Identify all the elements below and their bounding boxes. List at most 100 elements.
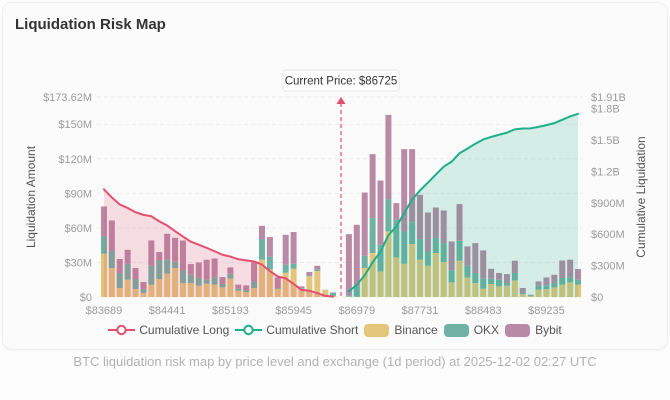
bar-segment-okx[interactable]: [424, 251, 431, 266]
bar-segment-bybit[interactable]: [227, 267, 234, 274]
bar-segment-binance[interactable]: [243, 292, 250, 297]
bar-segment-okx[interactable]: [116, 273, 123, 289]
bar-segment-bybit[interactable]: [543, 277, 550, 286]
bar-segment-bybit[interactable]: [251, 262, 258, 282]
bar-segment-bybit[interactable]: [527, 294, 534, 296]
bar-segment-binance[interactable]: [195, 285, 202, 297]
bar-segment-binance[interactable]: [179, 283, 186, 297]
bar-segment-bybit[interactable]: [243, 285, 250, 291]
bar-segment-okx[interactable]: [567, 277, 574, 283]
bar-segment-okx[interactable]: [330, 292, 337, 296]
bar-segment-okx[interactable]: [140, 289, 147, 293]
bar-segment-bybit[interactable]: [472, 243, 479, 274]
bar-segment-okx[interactable]: [235, 288, 242, 291]
bar-segment-okx[interactable]: [227, 273, 234, 279]
bar-segment-binance[interactable]: [369, 252, 376, 297]
bar-segment-binance[interactable]: [527, 296, 534, 297]
bar-segment-bybit[interactable]: [464, 246, 471, 266]
bar-segment-bybit[interactable]: [519, 288, 526, 293]
bar-segment-okx[interactable]: [432, 238, 439, 253]
bar-segment-bybit[interactable]: [164, 233, 171, 260]
bar-segment-okx[interactable]: [164, 259, 171, 274]
bar-segment-binance[interactable]: [551, 287, 558, 297]
bar-segment-binance[interactable]: [108, 267, 115, 297]
bar-segment-binance[interactable]: [417, 259, 424, 297]
bar-segment-okx[interactable]: [503, 283, 510, 286]
cumulative-long-line[interactable]: [102, 188, 335, 298]
bar-segment-okx[interactable]: [274, 288, 281, 289]
bar-segment-binance[interactable]: [251, 288, 258, 297]
bar-segment-binance[interactable]: [314, 271, 321, 297]
bar-segment-bybit[interactable]: [282, 234, 289, 265]
bar-segment-binance[interactable]: [187, 283, 194, 297]
bar-segment-okx[interactable]: [464, 265, 471, 278]
bar-segment-bybit[interactable]: [488, 268, 495, 279]
bar-segment-okx[interactable]: [543, 285, 550, 290]
bar-segment-bybit[interactable]: [140, 282, 147, 290]
bar-segment-bybit[interactable]: [195, 262, 202, 278]
bar-segment-binance[interactable]: [116, 288, 123, 297]
bar-segment-okx[interactable]: [290, 263, 297, 269]
bar-segment-bybit[interactable]: [432, 207, 439, 239]
bar-segment-binance[interactable]: [503, 285, 510, 297]
bar-segment-bybit[interactable]: [314, 265, 321, 270]
bar-segment-bybit[interactable]: [298, 286, 305, 289]
bar-segment-binance[interactable]: [559, 284, 566, 297]
bar-segment-binance[interactable]: [156, 279, 163, 297]
bar-segment-binance[interactable]: [164, 273, 171, 297]
bar-segment-okx[interactable]: [511, 273, 518, 281]
bar-segment-bybit[interactable]: [511, 260, 518, 274]
bar-segment-binance[interactable]: [274, 288, 281, 297]
bar-segment-bybit[interactable]: [100, 206, 107, 237]
legend-item-cumulative-short[interactable]: Cumulative Short: [235, 323, 358, 337]
bar-segment-okx[interactable]: [124, 263, 131, 280]
bar-segment-binance[interactable]: [258, 259, 265, 297]
bar-segment-okx[interactable]: [401, 231, 408, 264]
bar-segment-okx[interactable]: [195, 277, 202, 286]
bar-segment-binance[interactable]: [361, 267, 368, 297]
bar-segment-okx[interactable]: [251, 281, 258, 289]
bar-segment-okx[interactable]: [393, 219, 400, 258]
bar-segment-okx[interactable]: [448, 270, 455, 283]
bar-segment-okx[interactable]: [306, 275, 313, 277]
legend-item-binance[interactable]: Binance: [364, 323, 438, 337]
bar-segment-binance[interactable]: [472, 283, 479, 297]
bar-segment-binance[interactable]: [282, 272, 289, 297]
bar-segment-okx[interactable]: [409, 222, 416, 245]
bar-segment-bybit[interactable]: [377, 180, 384, 245]
bar-segment-okx[interactable]: [345, 295, 352, 297]
bar-segment-bybit[interactable]: [567, 259, 574, 278]
bar-segment-okx[interactable]: [456, 240, 463, 261]
bar-segment-okx[interactable]: [385, 199, 392, 232]
bar-segment-okx[interactable]: [519, 292, 526, 295]
bar-segment-bybit[interactable]: [266, 237, 273, 257]
bar-segment-binance[interactable]: [448, 282, 455, 297]
bar-segment-binance[interactable]: [424, 265, 431, 297]
bar-segment-okx[interactable]: [179, 270, 186, 284]
bar-segment-binance[interactable]: [456, 260, 463, 297]
bar-segment-okx[interactable]: [527, 295, 534, 297]
legend-item-okx[interactable]: OKX: [443, 323, 499, 337]
bar-segment-bybit[interactable]: [108, 220, 115, 251]
bar-segment-bybit[interactable]: [424, 212, 431, 252]
bar-segment-bybit[interactable]: [401, 149, 408, 232]
bar-segment-binance[interactable]: [393, 257, 400, 297]
bar-segment-binance[interactable]: [148, 284, 155, 297]
bar-segment-okx[interactable]: [488, 278, 495, 284]
bar-segment-binance[interactable]: [100, 253, 107, 297]
bar-segment-bybit[interactable]: [306, 272, 313, 276]
bar-segment-bybit[interactable]: [551, 274, 558, 284]
bar-segment-bybit[interactable]: [211, 258, 218, 278]
bar-segment-bybit[interactable]: [409, 149, 416, 223]
bar-segment-binance[interactable]: [401, 263, 408, 297]
bar-segment-okx[interactable]: [243, 290, 250, 293]
bar-segment-bybit[interactable]: [274, 277, 281, 289]
bar-segment-binance[interactable]: [172, 267, 179, 297]
bar-segment-okx[interactable]: [440, 243, 447, 262]
bar-segment-binance[interactable]: [298, 288, 305, 297]
bar-segment-okx[interactable]: [211, 277, 218, 285]
bar-segment-binance[interactable]: [480, 288, 487, 297]
bar-segment-okx[interactable]: [377, 244, 384, 272]
bar-segment-bybit[interactable]: [116, 258, 123, 274]
bar-segment-bybit[interactable]: [503, 274, 510, 284]
